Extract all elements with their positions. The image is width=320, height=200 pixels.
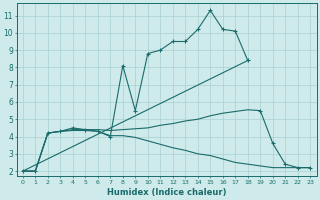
X-axis label: Humidex (Indice chaleur): Humidex (Indice chaleur): [107, 188, 226, 197]
